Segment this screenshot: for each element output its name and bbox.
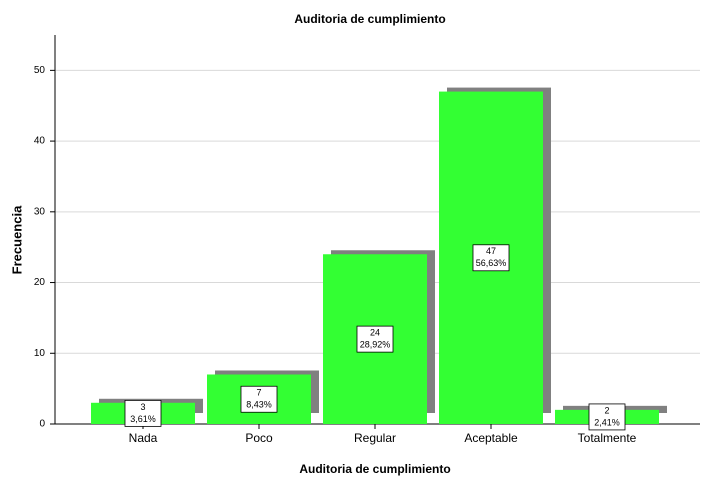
x-tick-label: Aceptable (464, 431, 518, 445)
x-tick-label: Regular (354, 431, 396, 445)
percent-label: 28,92% (360, 340, 391, 350)
percent-label: 3,61% (130, 414, 156, 424)
percent-label: 8,43% (246, 400, 272, 410)
chart-title: Auditoria de cumplimiento (294, 12, 445, 26)
data-label-box (240, 385, 278, 413)
data-label: 3 (140, 402, 145, 412)
y-tick-label: 30 (34, 206, 46, 217)
y-tick-label: 10 (34, 348, 46, 359)
x-tick-label: Nada (129, 431, 158, 445)
x-tick-label: Poco (245, 431, 273, 445)
data-label: 2 (604, 405, 609, 415)
y-tick-label: 0 (39, 419, 45, 430)
data-label: 7 (256, 388, 261, 398)
data-label: 47 (486, 246, 496, 256)
data-label: 24 (370, 328, 380, 338)
data-label-box (472, 244, 510, 272)
percent-label: 56,63% (476, 258, 507, 268)
data-label-box (356, 325, 394, 353)
percent-label: 2,41% (594, 417, 620, 427)
data-label-box (588, 403, 626, 431)
y-tick-label: 20 (34, 277, 46, 288)
y-axis-label: Frecuencia (9, 205, 24, 274)
x-axis-label: Auditoria de cumplimiento (299, 462, 450, 476)
y-tick-label: 50 (34, 65, 46, 76)
y-tick-label: 40 (34, 136, 46, 147)
x-tick-label: Totalmente (578, 431, 637, 445)
data-label-box (124, 399, 162, 427)
